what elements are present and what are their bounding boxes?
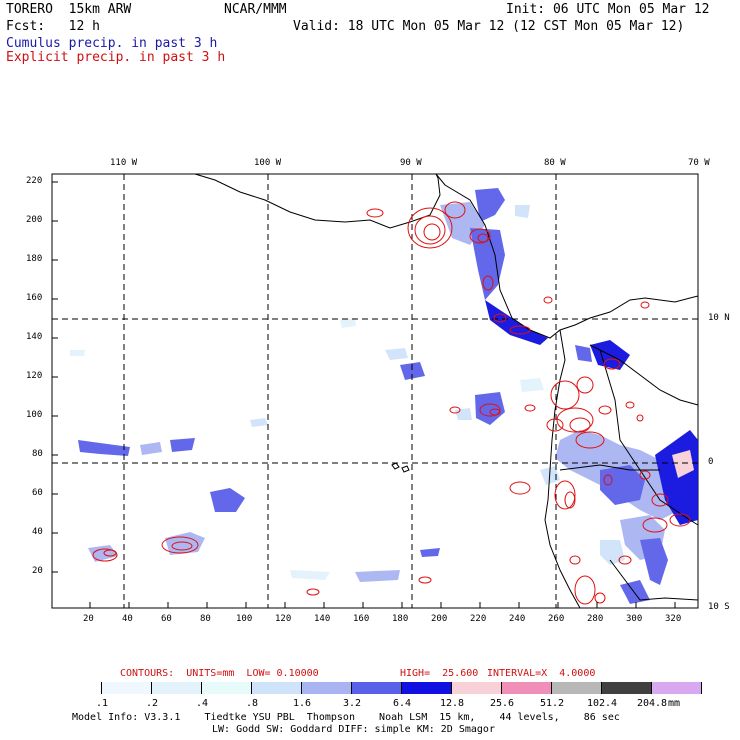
y-tick-label: 100 xyxy=(26,410,43,420)
x-tick-label: 60 xyxy=(161,614,172,624)
colorbar-label: .1 xyxy=(95,698,109,709)
colorbar-swatch xyxy=(552,682,602,694)
y-tick-label: 220 xyxy=(26,176,43,186)
colorbar-swatch xyxy=(152,682,202,694)
colorbar-swatch xyxy=(452,682,502,694)
lat-label-0: 0 xyxy=(708,457,714,467)
colorbar-label: 1.6 xyxy=(292,698,312,709)
explicit-precip-label: Explicit precip. in past 3 h xyxy=(6,50,226,65)
colorbar-label: .2 xyxy=(145,698,159,709)
graticule xyxy=(52,174,698,608)
y-tick-label: 60 xyxy=(32,488,43,498)
colorbar-swatch xyxy=(202,682,252,694)
colorbar-label: 12.8 xyxy=(439,698,465,709)
axis-ticks xyxy=(52,181,676,608)
x-tick-label: 120 xyxy=(275,614,292,624)
organization-label: NCAR/MMM xyxy=(224,2,287,17)
lon-label-70w: 70 W xyxy=(688,158,710,168)
x-tick-label: 40 xyxy=(122,614,133,624)
colorbar-label: .8 xyxy=(245,698,259,709)
colorbar-swatch xyxy=(52,682,102,694)
x-tick-label: 80 xyxy=(200,614,211,624)
colorbar-swatch xyxy=(352,682,402,694)
x-tick-label: 140 xyxy=(314,614,331,624)
colorbar-swatch xyxy=(602,682,652,694)
valid-time: Valid: 18 UTC Mon 05 Mar 12 (12 CST Mon … xyxy=(293,19,685,34)
init-time: Init: 06 UTC Mon 05 Mar 12 xyxy=(506,2,710,17)
model-physics: LW: Godd SW: Goddard DIFF: simple KM: 2D… xyxy=(212,724,495,735)
colorbar-swatch xyxy=(652,682,702,694)
y-tick-label: 140 xyxy=(26,332,43,342)
lon-label-90w: 90 W xyxy=(400,158,422,168)
y-tick-label: 180 xyxy=(26,254,43,264)
colorbar-label: 25.6 xyxy=(489,698,515,709)
cumulus-precip-label: Cumulus precip. in past 3 h xyxy=(6,36,218,51)
contour-high: HIGH= 25.600 xyxy=(400,668,479,679)
contour-info: CONTOURS: UNITS=mm LOW= 0.10000 xyxy=(120,668,319,679)
y-tick-label: 120 xyxy=(26,371,43,381)
y-tick-label: 200 xyxy=(26,215,43,225)
colorbar-label: .4 xyxy=(195,698,209,709)
colorbar-swatch xyxy=(102,682,152,694)
colorbar-swatch xyxy=(302,682,352,694)
y-tick-label: 40 xyxy=(32,527,43,537)
colorbar-swatch xyxy=(502,682,552,694)
x-tick-label: 240 xyxy=(509,614,526,624)
lat-label-10s: 10 S xyxy=(708,602,730,612)
x-tick-label: 300 xyxy=(626,614,643,624)
colorbar-label: 3.2 xyxy=(342,698,362,709)
colorbar-swatch xyxy=(252,682,302,694)
x-tick-label: 100 xyxy=(236,614,253,624)
model-info: Model Info: V3.3.1 Tiedtke YSU PBL Thomp… xyxy=(72,712,620,723)
x-tick-label: 160 xyxy=(353,614,370,624)
forecast-hour: Fcst: 12 h xyxy=(6,19,100,34)
lon-label-100w: 100 W xyxy=(254,158,282,168)
colorbar-label: 204.8 xyxy=(636,698,668,709)
x-tick-label: 280 xyxy=(587,614,604,624)
y-tick-label: 80 xyxy=(32,449,43,459)
x-tick-label: 200 xyxy=(431,614,448,624)
model-title: TORERO 15km ARW xyxy=(6,2,132,17)
lon-label-80w: 80 W xyxy=(544,158,566,168)
x-tick-label: 20 xyxy=(83,614,94,624)
x-tick-label: 220 xyxy=(470,614,487,624)
lon-label-110w: 110 W xyxy=(110,158,138,168)
x-tick-label: 260 xyxy=(548,614,565,624)
colorbar-unit: mm xyxy=(668,698,681,709)
lat-label-10n: 10 N xyxy=(708,313,730,323)
explicit-precip-contours xyxy=(92,201,691,605)
y-tick-label: 20 xyxy=(32,566,43,576)
contour-interval: INTERVAL=X 4.0000 xyxy=(487,668,596,679)
x-tick-label: 180 xyxy=(392,614,409,624)
colorbar-label: 102.4 xyxy=(586,698,618,709)
x-tick-label: 320 xyxy=(665,614,682,624)
y-tick-label: 160 xyxy=(26,293,43,303)
colorbar-swatch xyxy=(402,682,452,694)
colorbar-label: 51.2 xyxy=(539,698,565,709)
colorbar-label: 6.4 xyxy=(392,698,412,709)
